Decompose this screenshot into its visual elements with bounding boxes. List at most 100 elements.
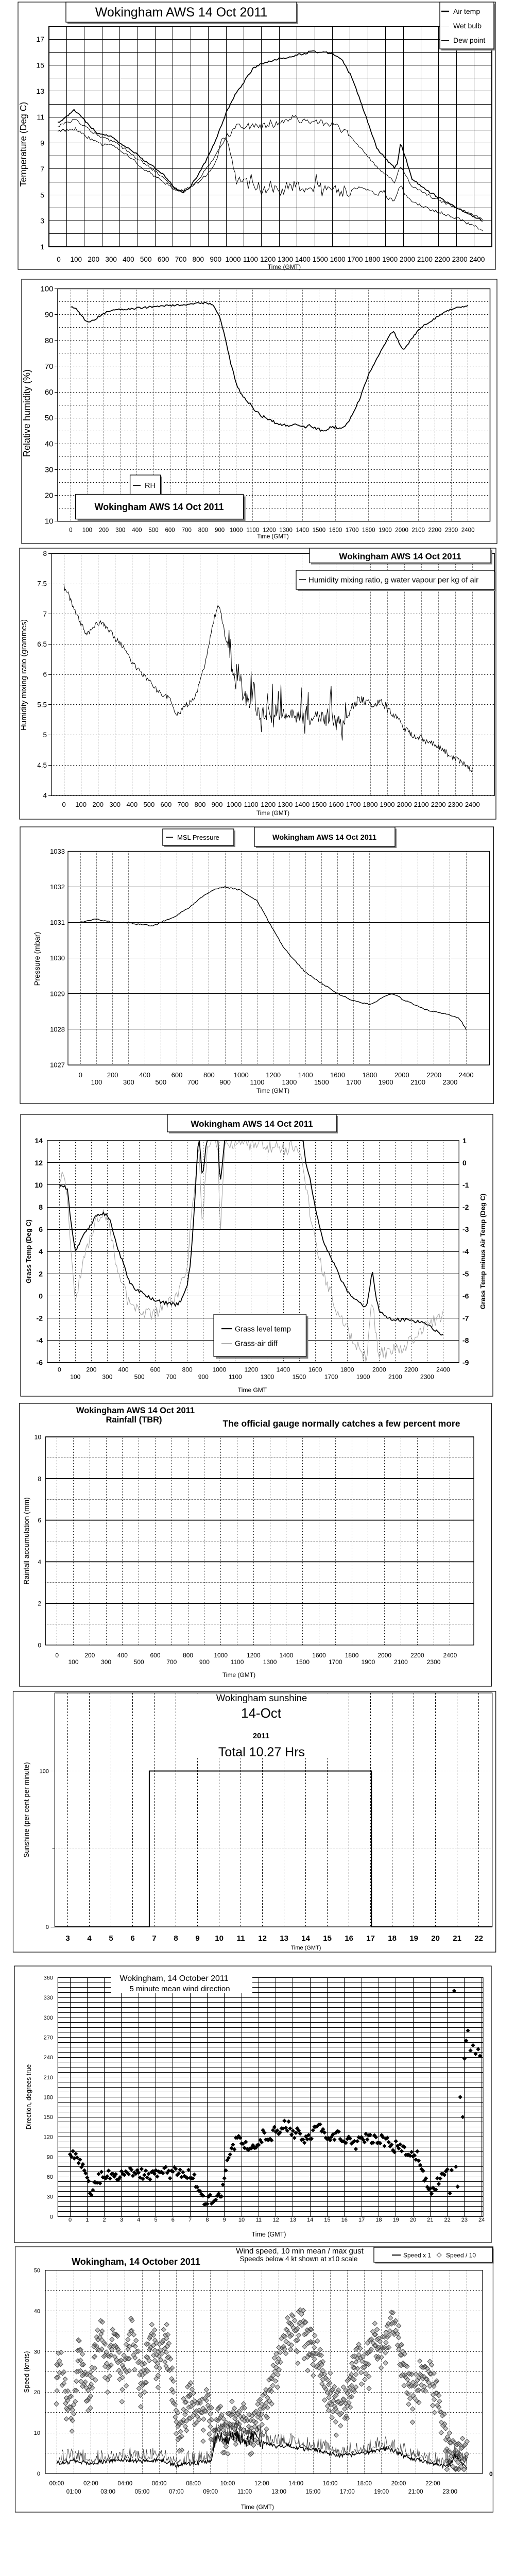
svg-text:1000: 1000 xyxy=(227,801,242,808)
svg-text:400: 400 xyxy=(139,1071,150,1079)
svg-text:14:00: 14:00 xyxy=(288,2481,303,2487)
svg-text:2200: 2200 xyxy=(404,1366,418,1374)
svg-text:1900: 1900 xyxy=(379,1078,393,1086)
svg-text:1100: 1100 xyxy=(243,256,258,263)
svg-text:600: 600 xyxy=(150,1366,161,1374)
svg-text:2000: 2000 xyxy=(397,801,412,808)
svg-text:600: 600 xyxy=(158,256,169,263)
svg-text:Time (GMT): Time (GMT) xyxy=(222,1671,255,1679)
svg-text:15: 15 xyxy=(324,2217,330,2223)
svg-text:Rainfall (TBR): Rainfall (TBR) xyxy=(106,1415,162,1425)
svg-text:19: 19 xyxy=(393,2217,399,2223)
svg-text:20: 20 xyxy=(45,492,54,500)
svg-text:2400: 2400 xyxy=(465,801,480,808)
svg-text:11: 11 xyxy=(37,113,44,121)
svg-text:2400: 2400 xyxy=(436,1366,450,1374)
svg-text:1000: 1000 xyxy=(212,1366,226,1374)
svg-text:1700: 1700 xyxy=(346,528,359,534)
svg-text:RH: RH xyxy=(145,482,156,490)
svg-text:210: 210 xyxy=(44,2075,53,2081)
svg-text:Temperature (Deg C): Temperature (Deg C) xyxy=(18,102,28,187)
svg-text:Wokingham AWS 14 Oct 2011: Wokingham AWS 14 Oct 2011 xyxy=(95,5,267,20)
svg-text:200: 200 xyxy=(92,801,104,808)
svg-text:1200: 1200 xyxy=(261,801,276,808)
svg-text:1400: 1400 xyxy=(280,1652,294,1659)
svg-text:0: 0 xyxy=(46,1924,49,1930)
svg-text:2300: 2300 xyxy=(442,1078,457,1086)
svg-text:20: 20 xyxy=(34,2389,40,2396)
svg-text:11: 11 xyxy=(256,2217,262,2223)
svg-text:0: 0 xyxy=(37,2471,40,2477)
svg-text:22: 22 xyxy=(444,2217,450,2223)
svg-text:Sunshine (per cent per minute): Sunshine (per cent per minute) xyxy=(23,1762,30,1857)
svg-text:2300: 2300 xyxy=(420,1374,434,1381)
svg-text:1900: 1900 xyxy=(382,256,398,263)
svg-text:100: 100 xyxy=(75,801,87,808)
svg-text:8: 8 xyxy=(43,550,47,557)
svg-text:13: 13 xyxy=(290,2217,296,2223)
svg-text:23:00: 23:00 xyxy=(442,2489,457,2495)
svg-text:5 minute mean wind direction: 5 minute mean wind direction xyxy=(129,1985,230,1993)
svg-text:200: 200 xyxy=(107,1071,118,1079)
svg-text:4.5: 4.5 xyxy=(37,761,47,769)
svg-text:60: 60 xyxy=(47,2174,53,2180)
svg-text:Wind speed, 10 min mean / max: Wind speed, 10 min mean / max gust xyxy=(236,2247,364,2256)
svg-text:8: 8 xyxy=(39,1203,43,1211)
svg-text:330: 330 xyxy=(44,1995,53,2001)
svg-text:-2: -2 xyxy=(462,1203,469,1211)
svg-text:120: 120 xyxy=(44,2134,53,2141)
svg-text:2: 2 xyxy=(39,1269,43,1278)
svg-text:6: 6 xyxy=(39,1225,43,1233)
svg-text:900: 900 xyxy=(212,801,223,808)
svg-text:2400: 2400 xyxy=(461,528,475,534)
svg-text:10: 10 xyxy=(45,517,54,526)
svg-text:Grass Temp minus Air Temp (De: Grass Temp minus Air Temp (Deg C) xyxy=(479,1194,487,1309)
svg-text:5: 5 xyxy=(40,191,44,199)
svg-text:3: 3 xyxy=(65,1934,70,1943)
svg-text:Wokingham AWS 14 Oct 2011: Wokingham AWS 14 Oct 2011 xyxy=(272,834,376,842)
svg-text:6: 6 xyxy=(38,1517,41,1524)
svg-text:1: 1 xyxy=(462,1137,467,1145)
svg-text:1400: 1400 xyxy=(298,1071,313,1079)
svg-text:14-Oct: 14-Oct xyxy=(241,1705,282,1721)
svg-text:700: 700 xyxy=(175,256,187,263)
svg-text:-4: -4 xyxy=(462,1247,469,1256)
svg-text:2011: 2011 xyxy=(253,1732,270,1740)
svg-text:90: 90 xyxy=(47,2154,53,2160)
svg-text:1800: 1800 xyxy=(363,801,378,808)
svg-text:1029: 1029 xyxy=(50,990,65,997)
svg-text:Humidity mixing ratio (grammes: Humidity mixing ratio (grammes) xyxy=(20,619,28,731)
svg-text:1100: 1100 xyxy=(231,1658,244,1666)
svg-text:03:00: 03:00 xyxy=(100,2489,115,2495)
svg-text:30: 30 xyxy=(47,2194,53,2200)
svg-text:6: 6 xyxy=(171,2217,175,2223)
svg-text:9: 9 xyxy=(195,1934,199,1943)
svg-text:900: 900 xyxy=(210,256,221,263)
svg-text:1300: 1300 xyxy=(263,1658,277,1666)
svg-text:1800: 1800 xyxy=(362,1071,377,1079)
svg-text:800: 800 xyxy=(193,256,204,263)
svg-text:100: 100 xyxy=(68,1658,78,1666)
svg-text:2000: 2000 xyxy=(400,256,415,263)
svg-text:2300: 2300 xyxy=(452,256,468,263)
svg-text:-6: -6 xyxy=(462,1292,469,1300)
svg-text:21: 21 xyxy=(453,1934,461,1943)
svg-text:500: 500 xyxy=(155,1078,166,1086)
svg-text:10:00: 10:00 xyxy=(220,2481,235,2487)
svg-text:2300: 2300 xyxy=(427,1658,441,1666)
svg-text:100: 100 xyxy=(40,285,53,294)
svg-text:2400: 2400 xyxy=(443,1652,457,1659)
svg-text:8: 8 xyxy=(205,2217,209,2223)
svg-text:13: 13 xyxy=(280,1934,288,1943)
svg-text:2400: 2400 xyxy=(459,1071,474,1079)
svg-text:-5: -5 xyxy=(462,1269,469,1278)
svg-text:5: 5 xyxy=(154,2217,157,2223)
svg-text:11:00: 11:00 xyxy=(237,2489,252,2495)
svg-text:300: 300 xyxy=(105,256,117,263)
svg-text:Speed / 10: Speed / 10 xyxy=(446,2252,476,2259)
svg-text:4: 4 xyxy=(39,1247,43,1256)
svg-text:40: 40 xyxy=(34,2308,40,2314)
svg-text:20:00: 20:00 xyxy=(391,2481,406,2487)
svg-text:1031: 1031 xyxy=(50,919,65,926)
svg-text:200: 200 xyxy=(86,1366,96,1374)
